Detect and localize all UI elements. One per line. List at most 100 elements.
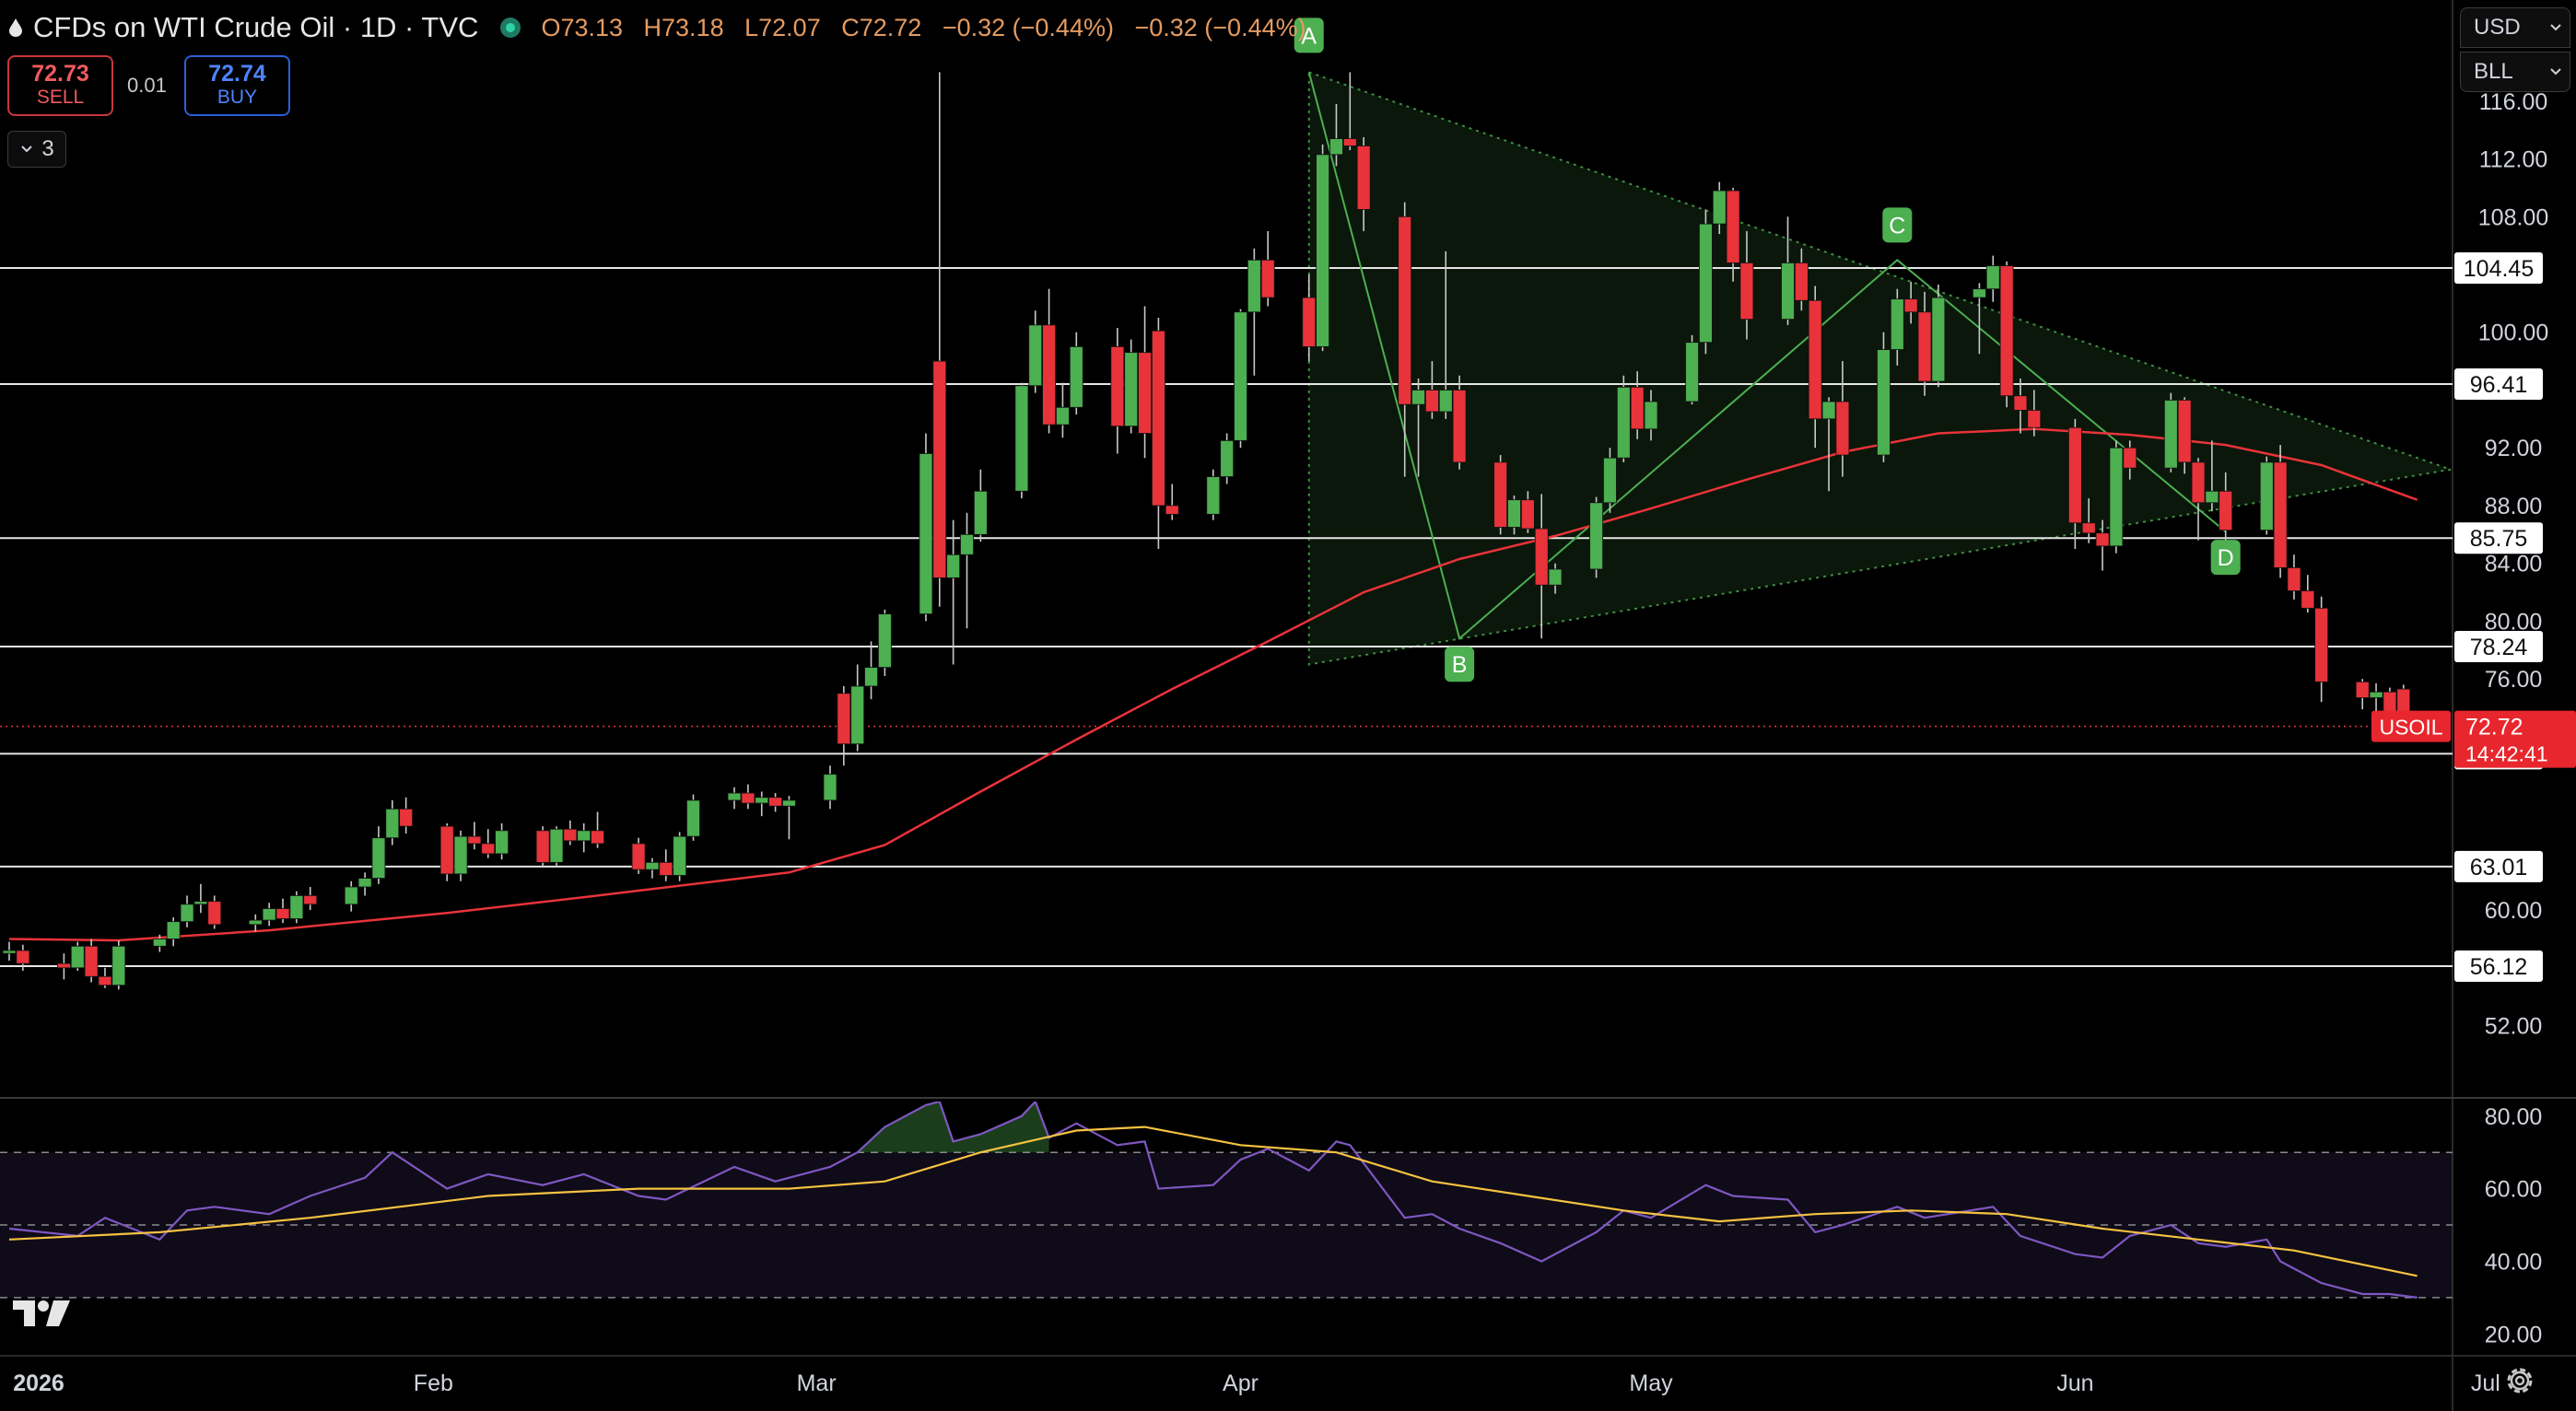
candle-body — [1152, 330, 1165, 507]
candle — [495, 823, 509, 860]
candle — [549, 826, 564, 868]
ohlc-readout: O73.13 H73.18 L72.07 C72.72 −0.32 (−0.44… — [541, 14, 1306, 42]
abcd-pattern-line — [1307, 72, 2227, 641]
candle — [1781, 216, 1795, 325]
candle-body — [1589, 502, 1603, 570]
candle — [2081, 498, 2096, 543]
candle — [1712, 181, 1727, 235]
candle-body — [180, 904, 194, 923]
candle — [1726, 187, 1740, 282]
sell-button[interactable]: 72.73 SELL — [7, 55, 113, 116]
candle — [1260, 230, 1275, 307]
candle — [16, 944, 30, 971]
low-value: L72.07 — [744, 13, 821, 41]
candle-body — [946, 554, 961, 578]
candle-body — [275, 908, 290, 919]
market-open-icon — [500, 17, 521, 38]
candle — [2163, 392, 2178, 472]
candle-body — [1917, 311, 1932, 382]
indicators-toggle-button[interactable]: 3 — [7, 131, 66, 168]
candle-body — [2081, 522, 2096, 534]
candle-body — [1356, 146, 1371, 210]
unit-value: BLL — [2474, 59, 2513, 84]
candle — [1152, 318, 1165, 549]
symbol-title[interactable]: CFDs on WTI Crude Oil · 1D · TVC — [33, 11, 479, 43]
high-value: H73.18 — [643, 13, 724, 41]
candle — [1548, 563, 1563, 594]
candle-body — [1808, 299, 1822, 420]
buy-price: 72.74 — [208, 61, 266, 87]
candle-body — [645, 861, 660, 870]
candle — [1124, 339, 1139, 434]
candle — [1972, 283, 1986, 355]
candle-body — [2273, 461, 2288, 568]
candle — [111, 940, 126, 990]
candle — [1302, 274, 1317, 362]
candle-body — [2191, 461, 2206, 504]
candle-body — [1206, 476, 1221, 515]
candle-body — [878, 613, 892, 669]
candle — [1042, 288, 1056, 434]
rsi-line — [8, 1102, 2418, 1299]
candle — [1493, 455, 1508, 535]
rsi-ma-line — [8, 1125, 2418, 1277]
candle-body — [1220, 439, 1235, 477]
candle-body — [344, 886, 358, 905]
time-tick-label: May — [1629, 1370, 1673, 1396]
price-tick-label: 84.00 — [2485, 552, 2543, 577]
candle — [275, 898, 290, 924]
pattern-label-a: A — [1294, 17, 1324, 53]
candle — [1534, 494, 1549, 639]
candle — [2067, 418, 2082, 549]
candle-body — [2355, 681, 2370, 698]
candle-body — [1507, 499, 1521, 528]
candle — [1821, 397, 1836, 492]
candle — [659, 849, 673, 881]
candle-body — [248, 919, 263, 926]
candle — [2123, 440, 2137, 480]
unit-select[interactable]: BLL — [2460, 52, 2570, 92]
pattern-label-text: A — [1301, 23, 1317, 49]
candle — [755, 791, 769, 817]
candle — [2219, 472, 2233, 553]
candle-body — [16, 950, 30, 964]
sell-price: 72.73 — [31, 61, 89, 87]
candle-body — [850, 685, 865, 745]
level-price-text: 63.01 — [2470, 855, 2528, 880]
candle — [2259, 456, 2274, 535]
currency-select[interactable]: USD — [2460, 7, 2570, 48]
candle — [973, 469, 988, 542]
rsi-tick-label: 80.00 — [2485, 1104, 2543, 1130]
candle-body — [193, 901, 208, 905]
time-tick-label: 2026 — [13, 1370, 64, 1396]
candle-body — [659, 861, 673, 876]
pattern-label-b: B — [1445, 647, 1475, 682]
time-tick-label: Jul — [2471, 1370, 2500, 1396]
settings-gear-icon[interactable] — [2504, 1365, 2535, 1396]
candle — [645, 857, 660, 879]
candle-body — [591, 830, 604, 845]
candle — [1110, 328, 1125, 454]
candle — [1069, 332, 1083, 415]
candle-body — [1138, 352, 1152, 434]
price-tick-label: 100.00 — [2478, 321, 2548, 346]
tradingview-logo-icon[interactable] — [13, 1300, 70, 1328]
candle — [727, 787, 742, 810]
candle — [2355, 679, 2370, 710]
buy-button[interactable]: 72.74 BUY — [184, 55, 290, 116]
candle-body — [289, 895, 304, 919]
candle-body — [2, 950, 17, 954]
candle-body — [1890, 298, 1904, 350]
candle — [2095, 519, 2110, 571]
candle-body — [1342, 138, 1357, 146]
candle — [152, 934, 167, 952]
candle-body — [57, 962, 71, 969]
candle — [1028, 310, 1043, 393]
last-price-text: 72.72 — [2465, 715, 2523, 740]
candle-body — [453, 835, 468, 875]
candle — [2287, 554, 2301, 600]
price-tick-label: 88.00 — [2485, 494, 2543, 519]
candle-body — [70, 945, 85, 969]
candles — [2, 72, 2425, 990]
